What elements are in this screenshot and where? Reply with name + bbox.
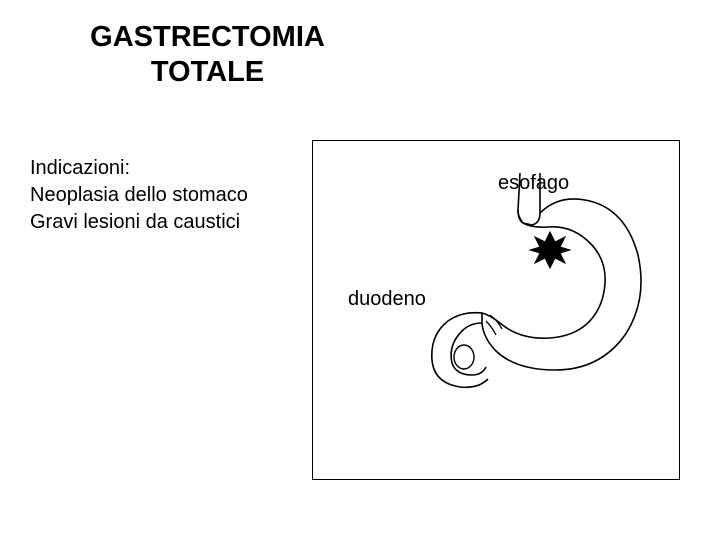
stomach-diagram bbox=[390, 165, 660, 405]
esophagus-outline bbox=[518, 173, 540, 225]
tumor-icon bbox=[530, 232, 570, 268]
indications-line-1: Neoplasia dello stomaco bbox=[30, 182, 248, 209]
indications-header: Indicazioni: bbox=[30, 155, 248, 182]
duodenum-inner-loop bbox=[454, 345, 474, 369]
title-line-1: GASTRECTOMIA bbox=[90, 21, 325, 53]
pyloric-folds bbox=[486, 315, 502, 335]
indications-block: Indicazioni: Neoplasia dello stomaco Gra… bbox=[30, 155, 248, 236]
title-line-2: TOTALE bbox=[151, 56, 264, 88]
stomach-outline bbox=[482, 199, 641, 370]
duodenum-outline bbox=[432, 313, 488, 388]
slide-title: GASTRECTOMIA TOTALE bbox=[65, 20, 350, 90]
indications-line-2: Gravi lesioni da caustici bbox=[30, 209, 248, 236]
